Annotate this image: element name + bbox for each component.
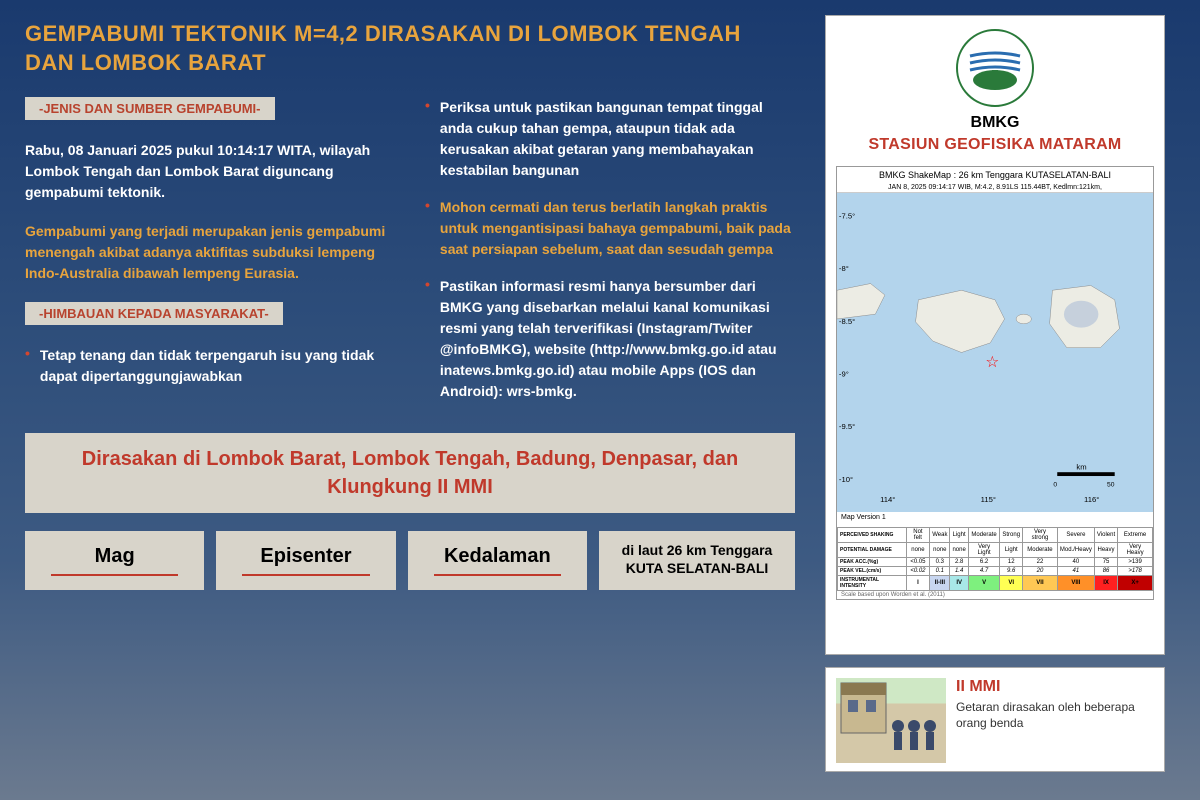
svg-text:-9.5°: -9.5°	[839, 422, 855, 431]
station-name: STASIUN GEOFISIKA MATARAM	[836, 136, 1154, 154]
svg-text:km: km	[1076, 462, 1086, 471]
svg-text:0: 0	[1053, 482, 1057, 489]
logo-area: BMKG STASIUN GEOFISIKA MATARAM	[836, 28, 1154, 154]
stat-label: Episenter	[234, 545, 377, 568]
right-panel: BMKG STASIUN GEOFISIKA MATARAM BMKG Shak…	[820, 0, 1180, 800]
section-label-advice: -HIMBAUAN KEPADA MASYARAKAT-	[25, 302, 283, 325]
mmi-illustration	[836, 678, 946, 763]
mmi-card: II MMI Getaran dirasakan oleh beberapa o…	[825, 667, 1165, 772]
mmi-description: Getaran dirasakan oleh beberapa orang be…	[956, 700, 1154, 731]
bmkg-logo-icon	[955, 28, 1035, 108]
bullet-icon: •	[425, 276, 430, 292]
left-panel: GEMPABUMI TEKTONIK M=4,2 DIRASAKAN DI LO…	[0, 0, 820, 800]
map-version: Map Version 1	[837, 512, 1153, 523]
map-svg: ☆ km 0 50 -7.5° -8° -8.5° -9° -9.5° -10°	[837, 193, 1153, 512]
felt-banner: Dirasakan di Lombok Barat, Lombok Tengah…	[25, 433, 795, 513]
shakemap: BMKG ShakeMap : 26 km Tenggara KUTASELAT…	[836, 166, 1154, 600]
bullet-text: Tetap tenang dan tidak terpengaruh isu y…	[40, 345, 395, 387]
svg-text:114°: 114°	[880, 495, 895, 504]
bullet-text: Periksa untuk pastikan bangunan tempat t…	[440, 97, 795, 181]
svg-text:116°: 116°	[1084, 495, 1099, 504]
legend-credit: Scale based upon Worden et al. (2011)	[837, 591, 1153, 599]
column-left: -JENIS DAN SUMBER GEMPABUMI- Rabu, 08 Ja…	[25, 97, 395, 418]
bullet-item: • Tetap tenang dan tidak terpengaruh isu…	[25, 345, 395, 387]
epicenter-detail: di laut 26 km Tenggara KUTA SELATAN-BALI	[599, 531, 795, 590]
svg-text:-7.5°: -7.5°	[839, 211, 855, 220]
bullet-item: • Pastikan informasi resmi hanya bersumb…	[425, 276, 795, 402]
svg-text:-9°: -9°	[839, 369, 849, 378]
map-subtitle: JAN 8, 2025 09:14:17 WIB, M:4.2, 8.91LS …	[837, 183, 1153, 192]
page-title: GEMPABUMI TEKTONIK M=4,2 DIRASAKAN DI LO…	[25, 20, 795, 77]
svg-text:-10°: -10°	[839, 475, 853, 484]
stat-label: Kedalaman	[426, 545, 569, 568]
bullet-text: Pastikan informasi resmi hanya bersumber…	[440, 276, 795, 402]
map-canvas: ☆ km 0 50 -7.5° -8° -8.5° -9° -9.5° -10°	[837, 192, 1153, 512]
bullet-item: • Periksa untuk pastikan bangunan tempat…	[425, 97, 795, 181]
datetime-paragraph: Rabu, 08 Januari 2025 pukul 10:14:17 WIT…	[25, 140, 395, 203]
epicenter-star-icon: ☆	[985, 354, 999, 371]
map-title: BMKG ShakeMap : 26 km Tenggara KUTASELAT…	[837, 167, 1153, 183]
section-label-source: -JENIS DAN SUMBER GEMPABUMI-	[25, 97, 275, 120]
org-abbrev: BMKG	[836, 114, 1154, 132]
column-right: • Periksa untuk pastikan bangunan tempat…	[425, 97, 795, 418]
stat-divider	[434, 574, 561, 576]
bullet-item: • Mohon cermati dan terus berlatih langk…	[425, 197, 795, 260]
bullet-text: Mohon cermati dan terus berlatih langkah…	[440, 197, 795, 260]
stat-divider	[242, 574, 369, 576]
stat-depth: Kedalaman	[408, 531, 587, 590]
mmi-text: II MMI Getaran dirasakan oleh beberapa o…	[956, 678, 1154, 731]
stat-label: Mag	[43, 545, 186, 568]
stats-row: Mag Episenter Kedalaman di laut 26 km Te…	[25, 531, 795, 590]
bullet-icon: •	[25, 345, 30, 361]
svg-text:-8°: -8°	[839, 264, 849, 273]
stat-divider	[51, 574, 178, 576]
info-card: BMKG STASIUN GEOFISIKA MATARAM BMKG Shak…	[825, 15, 1165, 655]
stat-magnitude: Mag	[25, 531, 204, 590]
content-columns: -JENIS DAN SUMBER GEMPABUMI- Rabu, 08 Ja…	[25, 97, 795, 418]
intensity-legend-table: PERCEIVED SHAKINGNot feltWeakLightModera…	[837, 527, 1153, 591]
mmi-title: II MMI	[956, 678, 1154, 696]
svg-text:115°: 115°	[981, 495, 996, 504]
type-paragraph: Gempabumi yang terjadi merupakan jenis g…	[25, 221, 395, 284]
main-container: GEMPABUMI TEKTONIK M=4,2 DIRASAKAN DI LO…	[0, 0, 1200, 800]
stat-epicenter: Episenter	[216, 531, 395, 590]
svg-text:50: 50	[1107, 482, 1115, 489]
svg-text:-8.5°: -8.5°	[839, 317, 855, 326]
bullet-icon: •	[425, 197, 430, 213]
bullet-icon: •	[425, 97, 430, 113]
